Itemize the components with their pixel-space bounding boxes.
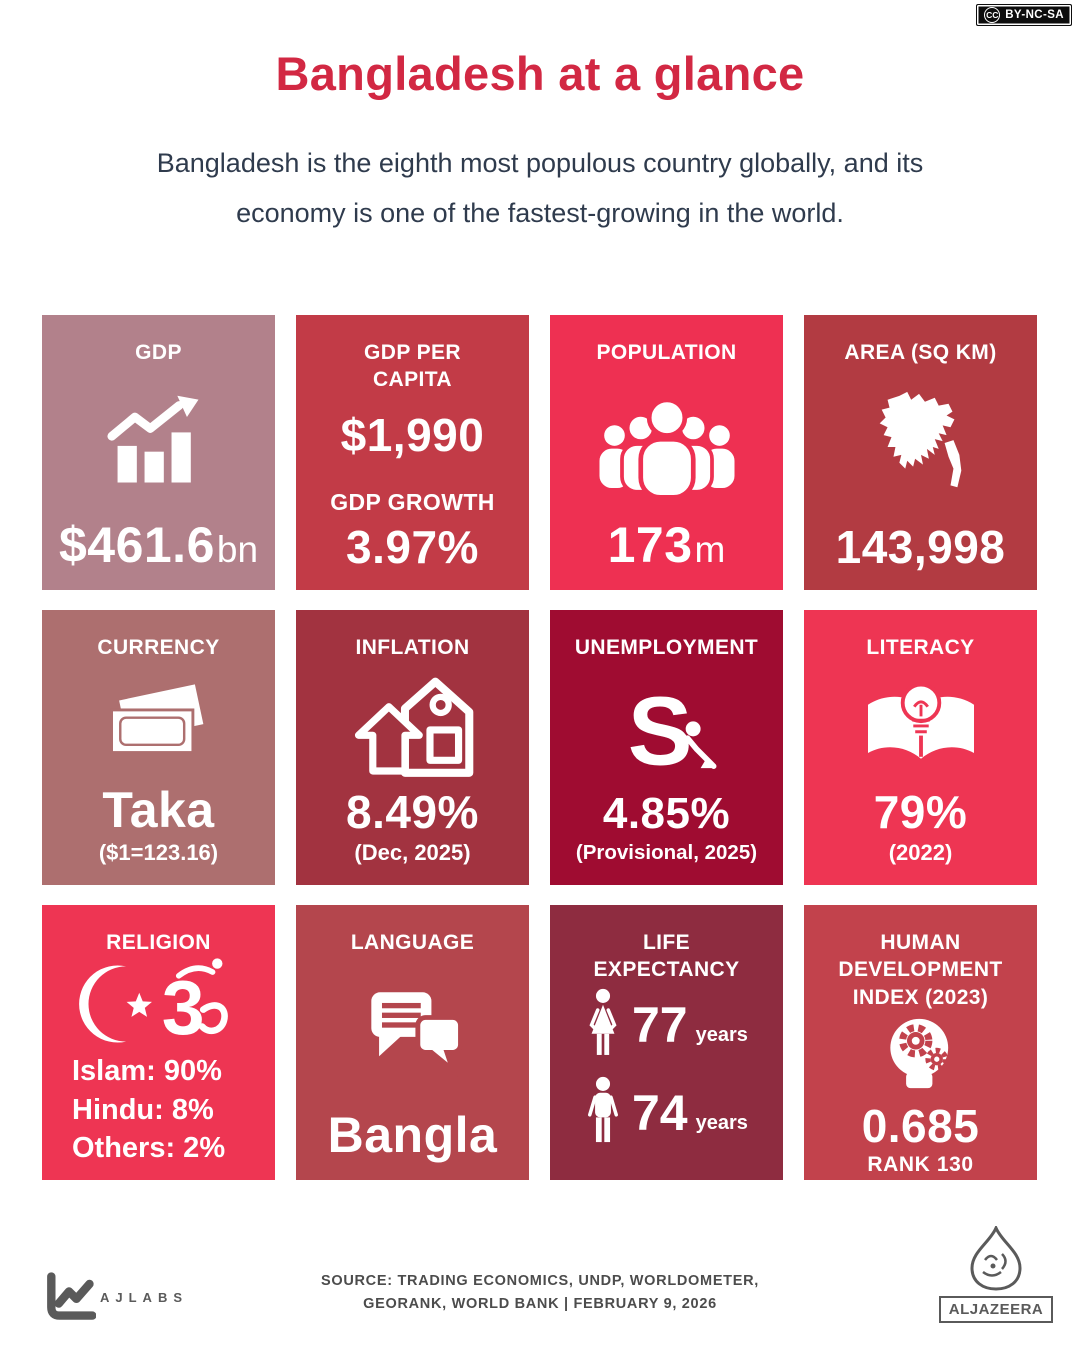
card-unemployment-note: (Provisional, 2025) xyxy=(575,841,758,865)
card-hdi-value: 0.685 xyxy=(861,1099,980,1152)
card-hdi-title: HUMAN DEVELOPMENT INDEX (2023) xyxy=(838,931,1003,1009)
card-gdp-title: GDP xyxy=(135,341,182,364)
life-expectancy-male-row: 74 years xyxy=(558,1076,775,1150)
page-title: Bangladesh at a glance xyxy=(275,47,805,100)
card-area-title: AREA (SQ KM) xyxy=(844,341,997,364)
source-line-2: GEORANK, WORLD BANK | FEBRUARY 9, 2026 xyxy=(363,1296,717,1313)
spacer xyxy=(304,458,521,489)
card-currency-note: ($1=123.16) xyxy=(98,839,219,865)
card-inflation-title: INFLATION xyxy=(355,636,470,659)
card-language-title: LANGUAGE xyxy=(350,931,475,954)
card-gdp-per-capita: GDP PER CAPITA $1,990 GDP GROWTH 3.97% xyxy=(296,315,529,590)
card-area: AREA (SQ KM) 143,998 xyxy=(804,315,1037,590)
card-gdp-value: $461.6 xyxy=(58,517,215,573)
card-inflation-value: 8.49% xyxy=(346,785,479,838)
aljazeera-logo: ALJAZEERA xyxy=(936,1226,1056,1323)
card-inflation: INFLATION 8.49% (Dec, 2025) xyxy=(296,610,529,885)
page-subtitle: Bangladesh is the eighth most populous c… xyxy=(156,148,924,228)
life-expectancy-male-value: 74 xyxy=(632,1085,688,1141)
card-literacy-value: 79% xyxy=(873,785,968,838)
cc-license-badge: CC BY-NC-SA xyxy=(976,4,1072,26)
card-gdp-per-capita-title: GDP PER CAPITA xyxy=(364,341,461,392)
religion-others-share: Others: 2% xyxy=(72,1131,226,1164)
card-area-value: 143,998 xyxy=(835,521,1006,573)
card-literacy: LITERACY 79% (2022) xyxy=(804,610,1037,885)
card-religion-title: RELIGION xyxy=(106,931,211,954)
card-gdp-suffix: bn xyxy=(216,529,259,570)
card-population-suffix: m xyxy=(694,529,726,570)
source-attribution: SOURCE: TRADING ECONOMICS, UNDP, WORLDOM… xyxy=(0,1270,1080,1316)
aljazeera-wordmark: ALJAZEERA xyxy=(938,1296,1054,1323)
life-expectancy-female-unit: years xyxy=(695,1023,748,1046)
card-unemployment: UNEMPLOYMENT S 4.85% (Provisional, 2025) xyxy=(550,610,783,885)
card-life-expectancy-title: LIFE EXPECTANCY xyxy=(593,931,740,982)
banknotes-icon xyxy=(50,661,267,785)
people-crowd-icon xyxy=(558,366,775,520)
book-lightbulb-icon xyxy=(812,661,1029,789)
ajlabs-chart-icon xyxy=(47,1272,96,1320)
card-inflation-note: (Dec, 2025) xyxy=(354,839,471,865)
life-expectancy-male-unit: years xyxy=(695,1111,748,1134)
card-life-expectancy: LIFE EXPECTANCY 77 years xyxy=(550,905,783,1180)
female-icon xyxy=(589,988,617,1055)
ajlabs-label: AJLABS xyxy=(100,1289,189,1305)
card-gdp-growth-value: 3.97% xyxy=(346,521,479,573)
card-language: LANGUAGE Bangla xyxy=(296,905,529,1180)
aljazeera-flame-icon xyxy=(970,1226,1022,1291)
card-currency-title: CURRENCY xyxy=(97,636,220,659)
cc-license-label: BY-NC-SA xyxy=(1005,9,1064,21)
card-gdp: GDP $461.6 bn xyxy=(42,315,275,590)
cc-icon: CC xyxy=(984,7,1001,23)
card-population-value: 173 xyxy=(607,517,693,573)
card-religion: RELIGION 3 Islam: 90% Hindu: 8% Others: … xyxy=(42,905,275,1180)
male-icon xyxy=(588,1076,618,1143)
ajlabs-logo: AJLABS xyxy=(42,1270,188,1324)
card-currency-value: Taka xyxy=(102,781,215,838)
card-population-title: POPULATION xyxy=(596,341,737,364)
life-expectancy-female-value: 77 xyxy=(632,997,688,1053)
head-gears-icon xyxy=(812,1011,1029,1103)
card-currency: CURRENCY Taka ($1=123.16) xyxy=(42,610,275,885)
card-hdi-rank: RANK 130 xyxy=(867,1152,974,1176)
dollar-person-decline-icon: S xyxy=(558,661,775,792)
card-population: POPULATION 173 m xyxy=(550,315,783,590)
svg-text:3: 3 xyxy=(161,965,204,1051)
card-gdp-growth-label: GDP GROWTH xyxy=(330,489,495,515)
card-gdp-per-capita-value: $1,990 xyxy=(340,408,485,461)
svg-text:S: S xyxy=(627,676,692,783)
source-line-1: SOURCE: TRADING ECONOMICS, UNDP, WORLDOM… xyxy=(320,1273,760,1289)
stats-grid: GDP $461.6 bn GDP PER CAPITA $1,990 GDP … xyxy=(42,315,1037,1180)
card-language-value: Bangla xyxy=(327,1107,498,1163)
card-literacy-note: (2022) xyxy=(888,839,953,865)
religion-islam-share: Islam: 90% xyxy=(72,1055,222,1088)
life-expectancy-female-row: 77 years xyxy=(558,988,775,1062)
bangladesh-map-icon xyxy=(812,366,1029,524)
religion-hindu-share: Hindu: 8% xyxy=(72,1093,214,1126)
card-hdi: HUMAN DEVELOPMENT INDEX (2023) 0.685 RAN… xyxy=(804,905,1037,1180)
crescent-star-om-icon: 3 xyxy=(50,956,267,1052)
chat-bubbles-icon xyxy=(304,956,521,1110)
bar-chart-growth-icon xyxy=(50,366,267,520)
card-literacy-title: LITERACY xyxy=(866,636,975,659)
price-tag-rise-icon xyxy=(304,661,521,789)
card-unemployment-value: 4.85% xyxy=(602,789,731,839)
card-unemployment-title: UNEMPLOYMENT xyxy=(574,636,759,659)
